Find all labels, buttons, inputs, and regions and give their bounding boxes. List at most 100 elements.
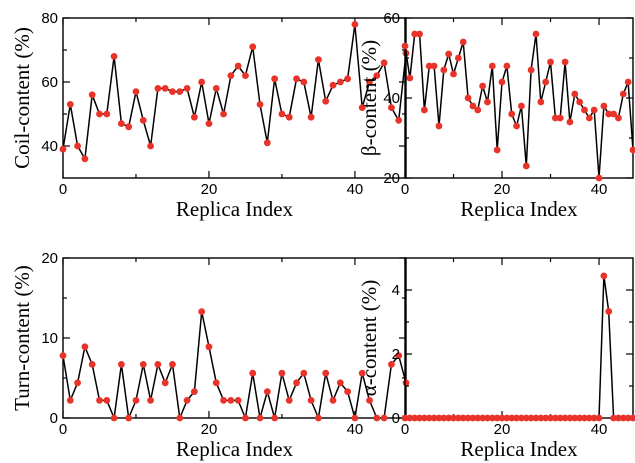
beta-data-point bbox=[537, 98, 545, 106]
beta-x-tick-label: 40 bbox=[591, 181, 608, 198]
turn-data-point bbox=[395, 352, 403, 359]
alpha-data-point bbox=[493, 414, 501, 422]
beta-y-tick-label: 60 bbox=[383, 10, 400, 27]
coil-data-point bbox=[59, 145, 67, 153]
alpha-y-tick-label: 2 bbox=[392, 346, 400, 363]
coil-data-point bbox=[234, 62, 242, 70]
alpha-data-point bbox=[421, 414, 428, 422]
turn-y-tick-label: 20 bbox=[41, 250, 58, 267]
beta-data-point bbox=[411, 30, 419, 38]
alpha-y-axis-label: α-content (%) bbox=[357, 280, 381, 397]
coil-data-point bbox=[81, 155, 89, 163]
coil-data-point bbox=[96, 110, 103, 118]
alpha-data-point bbox=[624, 414, 632, 422]
turn-data-point bbox=[103, 397, 111, 404]
beta-data-point bbox=[590, 106, 598, 114]
coil-data-point bbox=[110, 53, 118, 60]
alpha-data-point bbox=[610, 414, 617, 422]
coil-plot-frame bbox=[62, 17, 407, 179]
turn-data-point bbox=[74, 379, 81, 387]
alpha-x-tick-label: 40 bbox=[591, 421, 608, 438]
beta-x-tick-label: 20 bbox=[494, 181, 511, 198]
turn-x-tick-label: 40 bbox=[347, 421, 364, 438]
beta-data-point bbox=[421, 106, 428, 114]
beta-data-point bbox=[450, 70, 457, 78]
beta-plot-frame bbox=[404, 17, 634, 179]
beta-data-point bbox=[474, 106, 482, 114]
coil-data-point bbox=[256, 101, 264, 108]
turn-data-point bbox=[249, 369, 257, 377]
beta-data-point bbox=[576, 98, 584, 106]
coil-data-point bbox=[212, 85, 220, 92]
alpha-data-point bbox=[566, 414, 574, 422]
coil-data-point bbox=[117, 120, 125, 127]
turn-data-point bbox=[59, 352, 67, 359]
turn-data-point bbox=[110, 414, 118, 422]
alpha-data-point bbox=[547, 414, 554, 422]
coil-data-point bbox=[139, 117, 147, 124]
beta-data-point bbox=[503, 62, 511, 70]
coil-data-point bbox=[373, 72, 381, 79]
alpha-x-tick-label: 20 bbox=[494, 421, 511, 438]
turn-x-tick-label: 20 bbox=[201, 421, 218, 438]
alpha-data-point bbox=[474, 414, 482, 422]
coil-data-point bbox=[388, 104, 395, 111]
alpha-data-point bbox=[576, 414, 584, 422]
turn-data-point bbox=[256, 414, 264, 422]
alpha-data-point bbox=[600, 272, 608, 280]
turn-data-point bbox=[198, 308, 206, 315]
alpha-data-point bbox=[542, 414, 550, 422]
coil-data-point bbox=[88, 91, 96, 99]
coil-data-point bbox=[395, 117, 403, 124]
coil-data-point bbox=[74, 142, 81, 150]
coil-data-point bbox=[198, 78, 206, 86]
beta-data-point bbox=[513, 122, 520, 130]
turn-data-point bbox=[190, 388, 198, 395]
turn-data-point bbox=[242, 414, 249, 422]
coil-y-axis-label: Coil-content (%) bbox=[10, 27, 34, 169]
turn-data-point bbox=[212, 379, 220, 387]
beta-data-point bbox=[416, 30, 423, 38]
coil-data-point bbox=[169, 88, 176, 95]
coil-data-point bbox=[307, 113, 315, 121]
coil-data-point bbox=[205, 120, 213, 127]
turn-data-point bbox=[366, 397, 373, 404]
turn-data-point bbox=[344, 388, 352, 395]
beta-data-point bbox=[571, 90, 579, 98]
turn-data-point bbox=[139, 361, 147, 368]
alpha-data-point bbox=[454, 414, 462, 422]
beta-data-point bbox=[619, 90, 627, 98]
beta-data-point bbox=[561, 58, 569, 66]
alpha-data-point bbox=[445, 414, 453, 422]
alpha-data-point bbox=[503, 414, 511, 422]
alpha-data-point bbox=[556, 414, 564, 422]
coil-data-point bbox=[66, 101, 74, 108]
beta-y-axis-label: β-content (%) bbox=[357, 40, 381, 156]
beta-data-point bbox=[445, 50, 453, 58]
alpha-data-point bbox=[406, 414, 414, 422]
turn-data-point bbox=[81, 343, 89, 351]
coil-data-point bbox=[242, 72, 249, 79]
turn-x-axis-label: Replica Index bbox=[176, 437, 294, 461]
beta-data-point bbox=[518, 102, 525, 110]
beta-data-point bbox=[459, 38, 467, 46]
beta-data-point bbox=[493, 146, 501, 154]
coil-data-point bbox=[380, 59, 388, 67]
alpha-data-point bbox=[518, 414, 525, 422]
coil-data-point bbox=[103, 110, 111, 118]
turn-data-point bbox=[373, 414, 381, 422]
turn-data-point bbox=[169, 361, 176, 368]
beta-data-point bbox=[522, 162, 530, 170]
beta-data-point bbox=[469, 102, 477, 110]
turn-data-point bbox=[66, 397, 74, 404]
beta-series-line bbox=[404, 33, 634, 179]
alpha-data-point bbox=[561, 414, 569, 422]
coil-data-point bbox=[132, 88, 140, 95]
beta-data-point bbox=[532, 30, 540, 38]
coil-data-point bbox=[190, 113, 198, 121]
turn-data-point bbox=[161, 379, 169, 387]
alpha-panel: 0 20 40 0 2 4 Replica Index α-content (%) bbox=[357, 257, 635, 461]
beta-y-tick-label: 20 bbox=[383, 170, 400, 187]
turn-data-point bbox=[307, 397, 315, 404]
